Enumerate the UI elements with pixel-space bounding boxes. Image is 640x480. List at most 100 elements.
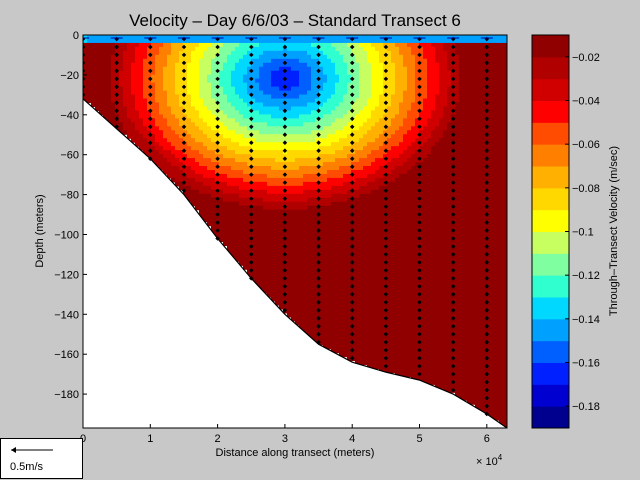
contour-cell [335, 106, 340, 112]
contour-cell [203, 54, 208, 60]
contour-cell [143, 42, 148, 48]
contour-cell [223, 114, 228, 119]
contour-cell [339, 237, 344, 243]
contour-cell [279, 304, 284, 310]
contour-cell [323, 328, 328, 334]
contour-cell [311, 209, 316, 215]
contour-cell [383, 134, 388, 139]
contour-cell [223, 54, 228, 60]
contour-cell [179, 38, 184, 44]
contour-cell [303, 134, 308, 139]
contour-cell [111, 122, 116, 127]
contour-cell [359, 320, 364, 326]
contour-cell [323, 86, 328, 92]
contour-cell [243, 181, 248, 187]
contour-cell [371, 261, 376, 266]
contour-cell [323, 102, 328, 108]
contour-cell [311, 58, 316, 64]
contour-cell [423, 221, 428, 227]
contour-cell [367, 114, 372, 119]
contour-cell [219, 213, 224, 219]
contour-cell [167, 110, 172, 115]
contour-cell [167, 169, 172, 175]
contour-cell [371, 130, 376, 135]
contour-cell [403, 154, 408, 159]
contour-cell [107, 66, 112, 72]
contour-cell [223, 142, 228, 147]
contour-cell [347, 146, 352, 151]
contour-cell [323, 221, 328, 227]
contour-cell [347, 312, 352, 318]
contour-cell [267, 173, 272, 179]
contour-cell [411, 285, 416, 290]
contour-cell [279, 126, 284, 131]
contour-cell [203, 213, 208, 219]
contour-cell [275, 94, 280, 100]
contour-cell [339, 293, 344, 298]
contour-cell [399, 352, 404, 358]
contour-cell [291, 289, 296, 294]
contour-cell [303, 185, 308, 191]
contour-cell [271, 197, 276, 203]
contour-cell [247, 158, 252, 163]
contour-cell [299, 245, 304, 250]
contour-cell [87, 94, 92, 100]
contour-cell [319, 94, 324, 100]
contour-cell [331, 169, 336, 175]
contour-cell [335, 70, 340, 76]
contour-cell [287, 114, 292, 119]
contour-cell [199, 70, 204, 76]
contour-cell [167, 146, 172, 151]
contour-cell [299, 150, 304, 155]
contour-cell [255, 74, 260, 80]
contour-cell [407, 166, 412, 171]
contour-cell [251, 265, 256, 270]
contour-cell [363, 209, 368, 215]
contour-cell [147, 130, 152, 135]
contour-cell [395, 185, 400, 191]
contour-cell [391, 114, 396, 119]
contour-cell [347, 217, 352, 223]
contour-cell [411, 134, 416, 139]
contour-cell [247, 78, 252, 84]
contour-cell [287, 146, 292, 151]
contour-cell [127, 58, 132, 64]
contour-cell [267, 166, 272, 171]
contour-cell [407, 269, 412, 274]
contour-cell [279, 158, 284, 163]
contour-cell [219, 217, 224, 223]
contour-cell [219, 102, 224, 108]
contour-cell [251, 158, 256, 163]
contour-cell [331, 110, 336, 115]
contour-cell [191, 50, 196, 56]
contour-cell [315, 82, 320, 88]
contour-cell [279, 177, 284, 183]
contour-cell [295, 225, 300, 231]
contour-cell [267, 82, 272, 88]
contour-cell [103, 38, 108, 44]
contour-cell [275, 42, 280, 48]
contour-cell [191, 177, 196, 183]
contour-cell [347, 102, 352, 108]
contour-cell [107, 42, 112, 48]
contour-cell [291, 265, 296, 270]
contour-cell [155, 154, 160, 159]
contour-cell [263, 86, 268, 92]
contour-cell [375, 253, 380, 258]
contour-cell [275, 217, 280, 223]
contour-cell [159, 166, 164, 171]
contour-cell [219, 134, 224, 139]
contour-cell [279, 293, 284, 298]
contour-cell [295, 193, 300, 199]
contour-cell [375, 257, 380, 262]
contour-cell [331, 201, 336, 207]
contour-cell [255, 86, 260, 92]
contour-cell [147, 98, 152, 104]
contour-cell [259, 118, 264, 123]
contour-cell [187, 70, 192, 76]
contour-cell [103, 82, 108, 88]
contour-cell [151, 94, 156, 100]
contour-cell [307, 316, 312, 322]
contour-cell [327, 257, 332, 262]
contour-cell [415, 106, 420, 112]
